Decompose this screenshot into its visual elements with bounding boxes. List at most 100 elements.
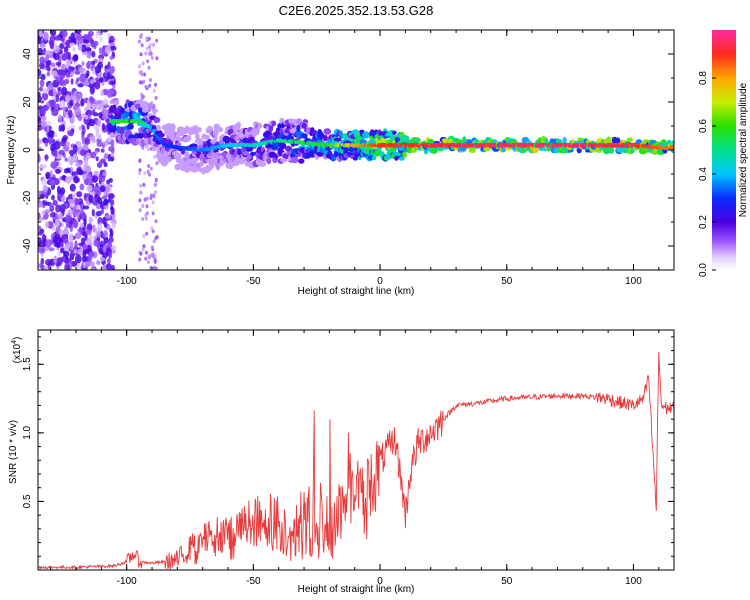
heat-cell	[67, 198, 75, 204]
heat-cell	[626, 137, 634, 143]
heat-cell	[86, 223, 93, 230]
heat-cell	[105, 214, 112, 219]
heat-cell	[186, 167, 192, 172]
heat-cell	[97, 197, 103, 204]
heat-cell	[468, 146, 476, 154]
heat-cell	[55, 204, 62, 213]
heat-cell	[39, 194, 46, 199]
heat-cell	[65, 242, 71, 250]
heat-cell	[147, 260, 150, 264]
heat-cell	[156, 124, 161, 131]
snr-ylabel: SNR (10 * v/v)	[8, 420, 19, 484]
heat-cell	[77, 35, 84, 45]
heat-cell	[96, 230, 101, 238]
heat-cell	[60, 197, 65, 203]
heat-cell	[140, 95, 144, 100]
heat-cell	[108, 89, 116, 95]
colorbar-tick-label: 0.6	[698, 119, 709, 133]
heat-cell	[38, 147, 43, 152]
heat-cell	[88, 234, 93, 243]
heat-cell	[145, 231, 149, 236]
heat-cell	[213, 135, 218, 141]
heat-cell	[54, 140, 61, 150]
heat-cell	[38, 231, 43, 236]
x-tick-label: -50	[246, 576, 261, 587]
heat-cell	[108, 251, 113, 259]
heat-cell	[72, 55, 78, 62]
heat-cell	[55, 168, 61, 174]
heat-cell	[371, 155, 377, 161]
y-tick-label: 0	[22, 147, 33, 153]
heat-cell	[100, 89, 104, 97]
heat-cell	[108, 146, 115, 152]
heat-cell	[301, 133, 308, 139]
heat-cell	[430, 147, 438, 154]
heat-cell	[49, 169, 53, 177]
heat-cell	[39, 43, 46, 48]
heat-cell	[85, 61, 91, 69]
heat-cell	[50, 161, 58, 169]
heat-cell	[139, 251, 143, 256]
heat-cell	[84, 136, 91, 145]
heat-cell	[145, 196, 149, 201]
heat-cell	[67, 130, 74, 136]
heat-cell	[64, 176, 72, 184]
heat-cell	[149, 265, 153, 270]
heat-cell	[83, 158, 89, 167]
chart-title: C2E6.2025.352.13.53.G28	[279, 3, 434, 18]
heat-cell	[152, 42, 155, 47]
heat-cell	[138, 257, 142, 262]
heat-cell	[91, 50, 96, 58]
heat-cell	[73, 248, 78, 254]
heat-cell	[104, 64, 110, 70]
heat-cell	[61, 106, 67, 111]
heat-cell	[562, 137, 567, 145]
heat-cell	[56, 185, 61, 195]
heat-cell	[77, 228, 84, 233]
heat-cell	[290, 156, 299, 164]
spectrogram-xlabel: Height of straight line (km)	[298, 286, 415, 297]
heat-cell	[49, 203, 54, 211]
heat-cell	[56, 257, 63, 266]
heat-cell	[197, 127, 202, 133]
heat-cell	[77, 83, 84, 88]
heat-cell	[342, 133, 349, 139]
heat-cell	[155, 235, 159, 240]
heat-cell	[92, 174, 99, 183]
heat-cell	[95, 32, 100, 38]
heat-cell	[91, 208, 95, 217]
heat-cell	[72, 104, 78, 111]
heat-cell	[41, 200, 48, 205]
heat-cell	[77, 115, 83, 122]
heat-cell	[150, 55, 154, 60]
heat-cell	[92, 112, 99, 117]
heat-cell	[87, 83, 94, 88]
heat-cell	[227, 157, 233, 163]
heat-cell	[39, 262, 44, 269]
heat-cell	[98, 160, 103, 166]
heat-cell	[65, 72, 70, 78]
heat-cell	[143, 72, 147, 77]
heat-cell	[106, 72, 111, 78]
heat-cell	[39, 216, 45, 222]
heat-cell	[74, 197, 79, 204]
spectrogram-cells	[38, 30, 674, 270]
heat-cell	[144, 84, 148, 89]
heat-cell	[126, 123, 134, 130]
heat-cell	[250, 151, 256, 156]
heat-cell	[150, 245, 154, 250]
heat-cell	[72, 46, 76, 52]
heat-cell	[89, 97, 96, 104]
x-tick-label: -100	[117, 576, 137, 587]
y-tick-label: -20	[22, 190, 33, 205]
heat-cell	[81, 255, 88, 263]
heat-cell	[93, 185, 101, 194]
heat-cell	[61, 30, 68, 38]
heat-cell	[258, 161, 267, 167]
heat-cell	[87, 113, 92, 119]
heat-cell	[40, 120, 48, 128]
snr-series	[38, 351, 674, 570]
heat-cell	[83, 178, 90, 186]
heat-cell	[374, 150, 380, 157]
heat-cell	[69, 202, 75, 208]
